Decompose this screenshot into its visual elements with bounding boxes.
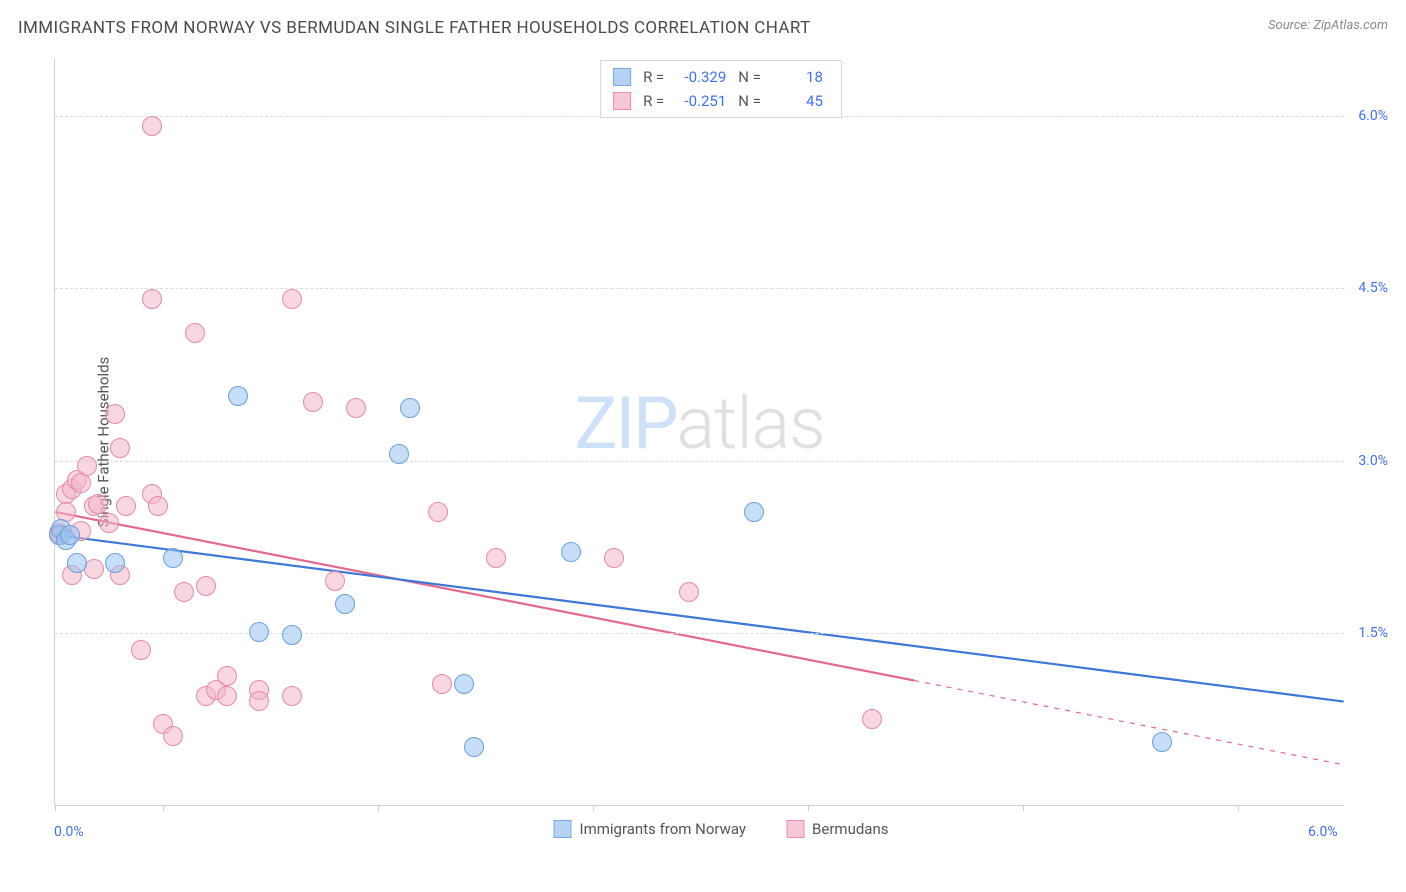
scatter-point-bermudans	[84, 559, 104, 579]
scatter-point-bermudans	[163, 726, 183, 746]
series-legend-item: Immigrants from Norway	[554, 820, 747, 838]
x-tick	[55, 805, 56, 811]
scatter-point-norway	[400, 398, 420, 418]
scatter-point-bermudans	[196, 576, 216, 596]
x-tick	[1023, 805, 1024, 811]
trend-lines	[55, 58, 1344, 805]
scatter-point-bermudans	[249, 691, 269, 711]
scatter-point-bermudans	[77, 456, 97, 476]
y-tick-label: 4.5%	[1344, 280, 1388, 296]
scatter-point-norway	[67, 553, 87, 573]
chart-title: IMMIGRANTS FROM NORWAY VS BERMUDAN SINGL…	[18, 18, 811, 38]
y-tick-label: 1.5%	[1344, 625, 1388, 641]
header: IMMIGRANTS FROM NORWAY VS BERMUDAN SINGL…	[0, 0, 1406, 46]
scatter-point-norway	[464, 737, 484, 757]
legend-swatch	[554, 820, 572, 838]
scatter-point-bermudans	[346, 398, 366, 418]
scatter-point-bermudans	[604, 548, 624, 568]
trend-line	[55, 535, 1343, 702]
correlation-legend-row: R = -0.329 N = 18	[613, 65, 823, 89]
scatter-point-bermudans	[185, 323, 205, 343]
scatter-point-bermudans	[217, 666, 237, 686]
scatter-point-bermudans	[71, 473, 91, 493]
series-label: Immigrants from Norway	[580, 820, 747, 838]
n-label: N =	[738, 89, 761, 113]
scatter-point-norway	[389, 444, 409, 464]
scatter-point-norway	[249, 622, 269, 642]
series-label: Bermudans	[812, 820, 888, 838]
plot-area: ZIPatlas 1.5%3.0%4.5%6.0%	[54, 58, 1344, 806]
scatter-point-bermudans	[174, 582, 194, 602]
scatter-point-norway	[282, 625, 302, 645]
x-tick	[1238, 805, 1239, 811]
grid-line	[55, 461, 1344, 462]
scatter-point-bermudans	[428, 502, 448, 522]
legend-swatch	[613, 92, 631, 110]
legend-swatch	[786, 820, 804, 838]
scatter-point-bermudans	[99, 513, 119, 533]
scatter-point-norway	[163, 548, 183, 568]
scatter-point-bermudans	[282, 289, 302, 309]
scatter-point-bermudans	[217, 686, 237, 706]
r-value: -0.329	[672, 65, 726, 89]
x-tick	[593, 805, 594, 811]
r-label: R =	[643, 65, 664, 89]
correlation-legend: R = -0.329 N = 18 R = -0.251 N = 45	[600, 60, 842, 118]
scatter-point-norway	[744, 502, 764, 522]
grid-line	[55, 288, 1344, 289]
legend-swatch	[613, 68, 631, 86]
series-legend-item: Bermudans	[786, 820, 888, 838]
scatter-point-bermudans	[131, 640, 151, 660]
x-tick	[163, 805, 164, 811]
correlation-legend-row: R = -0.251 N = 45	[613, 89, 823, 113]
series-legend: Immigrants from Norway Bermudans	[554, 820, 889, 838]
chart-container: Single Father Households ZIPatlas 1.5%3.…	[54, 58, 1388, 826]
scatter-point-bermudans	[679, 582, 699, 602]
scatter-point-bermudans	[148, 496, 168, 516]
y-tick-label: 3.0%	[1344, 453, 1388, 469]
scatter-point-bermudans	[142, 289, 162, 309]
scatter-point-norway	[454, 674, 474, 694]
source-attribution: Source: ZipAtlas.com	[1268, 18, 1388, 33]
x-axis-min-label: 0.0%	[54, 824, 84, 840]
n-label: N =	[738, 65, 761, 89]
scatter-point-bermudans	[142, 116, 162, 136]
n-value: 45	[769, 89, 823, 113]
scatter-point-bermudans	[486, 548, 506, 568]
r-value: -0.251	[672, 89, 726, 113]
scatter-point-bermudans	[862, 709, 882, 729]
r-label: R =	[643, 89, 664, 113]
scatter-point-bermudans	[432, 674, 452, 694]
scatter-point-bermudans	[282, 686, 302, 706]
scatter-point-bermudans	[303, 392, 323, 412]
scatter-point-norway	[335, 594, 355, 614]
y-tick-label: 6.0%	[1344, 108, 1388, 124]
scatter-point-norway	[561, 542, 581, 562]
x-tick	[378, 805, 379, 811]
source-name: ZipAtlas.com	[1313, 18, 1388, 33]
x-tick	[808, 805, 809, 811]
x-axis-max-label: 6.0%	[1308, 824, 1338, 840]
scatter-point-norway	[105, 553, 125, 573]
scatter-point-bermudans	[116, 496, 136, 516]
scatter-point-norway	[1152, 732, 1172, 752]
n-value: 18	[769, 65, 823, 89]
scatter-point-bermudans	[110, 438, 130, 458]
scatter-point-bermudans	[105, 404, 125, 424]
scatter-point-bermudans	[325, 571, 345, 591]
scatter-point-norway	[60, 525, 80, 545]
scatter-point-bermudans	[88, 494, 108, 514]
source-prefix: Source:	[1268, 18, 1313, 33]
scatter-point-norway	[228, 386, 248, 406]
